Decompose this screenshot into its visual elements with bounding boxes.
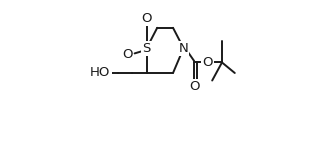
Text: HO: HO <box>90 66 111 79</box>
Text: S: S <box>143 42 151 55</box>
Text: O: O <box>141 12 152 25</box>
Text: N: N <box>179 42 188 55</box>
Text: O: O <box>122 48 132 61</box>
Text: O: O <box>189 80 199 93</box>
Text: O: O <box>202 56 213 69</box>
